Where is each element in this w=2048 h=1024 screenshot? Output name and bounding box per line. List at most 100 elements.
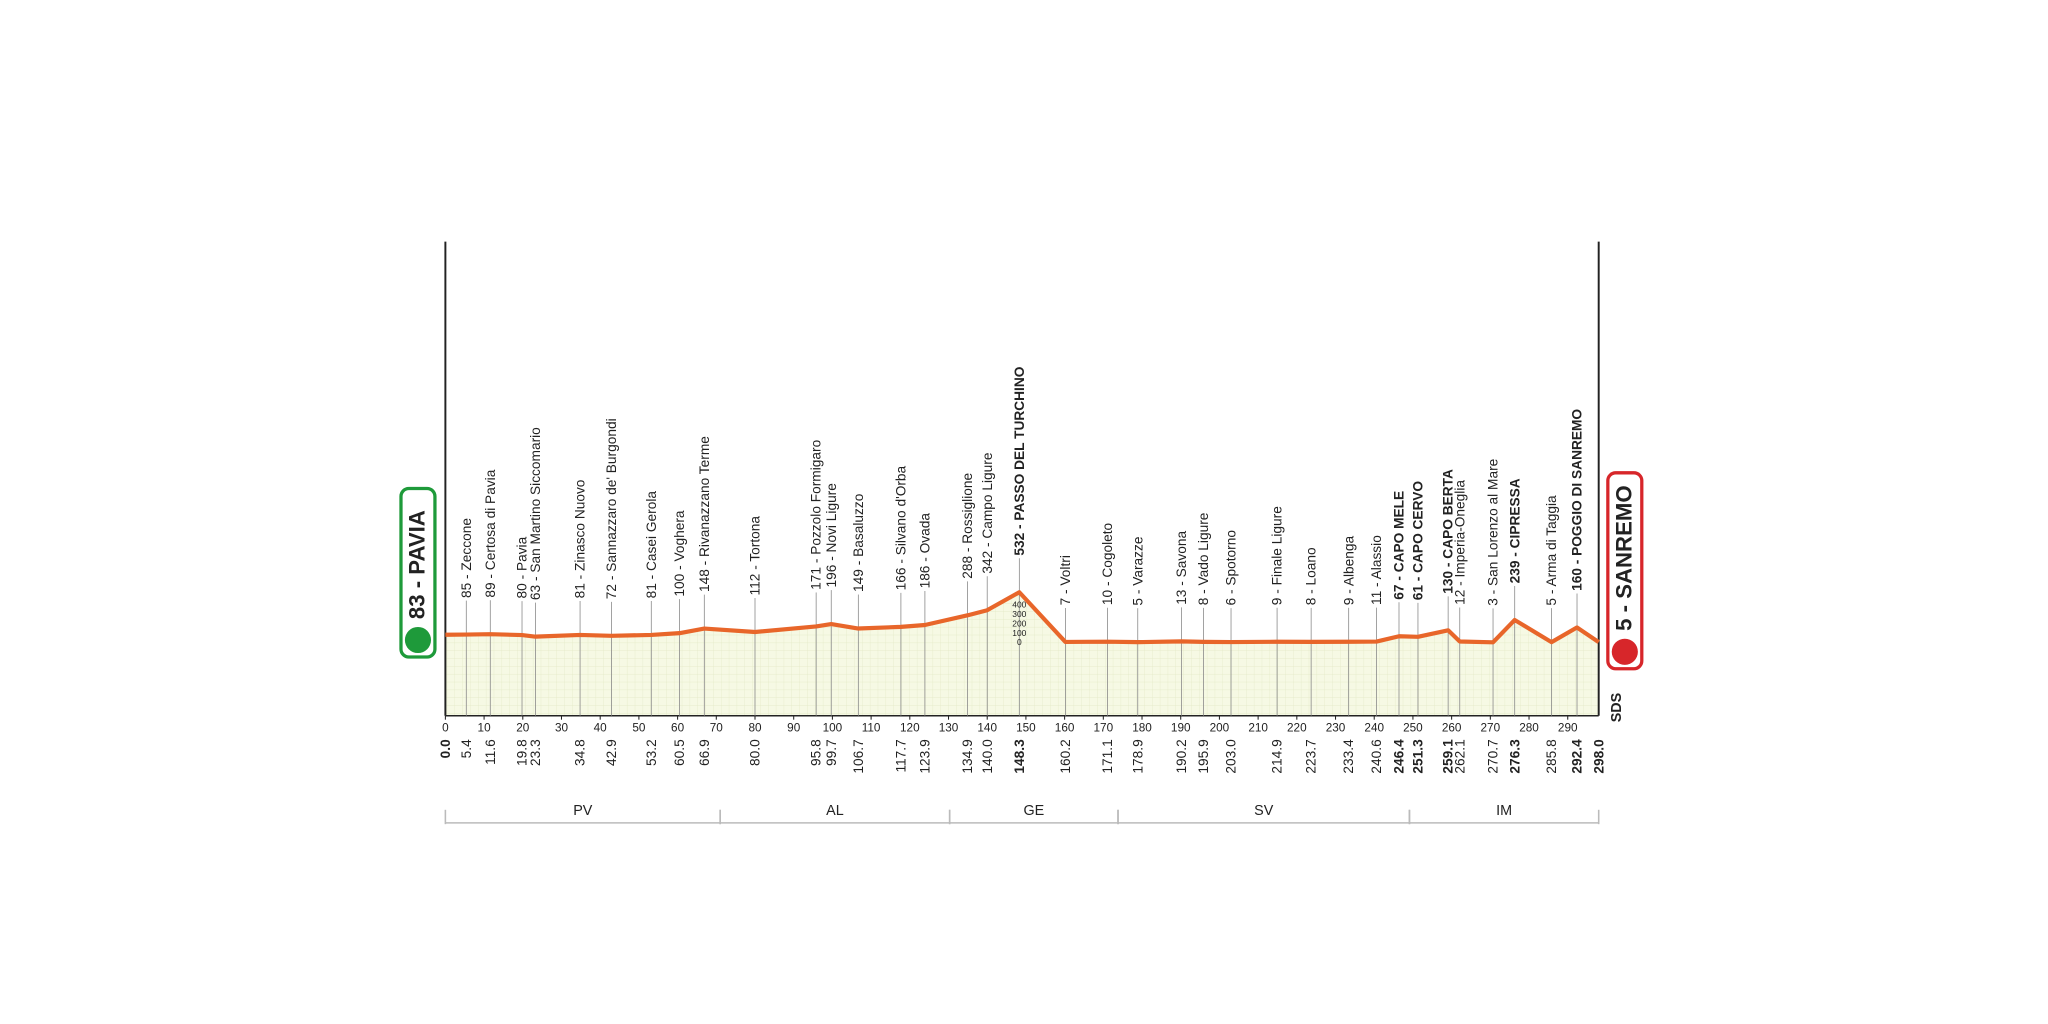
x-tick-label: 40 — [594, 721, 608, 734]
waypoint-label: 61 - CAPO CERVO — [1411, 481, 1426, 601]
km-label: 66.9 — [697, 739, 712, 766]
x-tick-label: 260 — [1442, 721, 1462, 734]
waypoint-label: 12 - Imperia-Oneglia — [1452, 480, 1467, 605]
waypoint-label: 166 - Silvano d'Orba — [893, 465, 908, 590]
waypoint-label: 5 - Arma di Taggia — [1544, 495, 1559, 606]
waypoint-label: 112 - Tortona — [748, 516, 763, 596]
km-label: 5.4 — [459, 739, 474, 758]
km-label: 11.6 — [483, 739, 498, 765]
waypoint-label: 13 - Savona — [1174, 531, 1189, 605]
km-label: 134.9 — [960, 739, 975, 773]
km-label: 106.7 — [851, 739, 866, 773]
km-label: 23.3 — [528, 739, 543, 766]
km-label: 203.0 — [1224, 739, 1239, 774]
km-label: 298.0 — [1591, 739, 1606, 774]
x-tick-label: 70 — [710, 721, 724, 734]
x-tick-label: 10 — [478, 721, 492, 734]
waypoint-label: 6 - Spotorno — [1224, 530, 1239, 606]
waypoint-label: 186 - Ovada — [917, 513, 932, 589]
waypoint-label: 100 - Voghera — [672, 510, 687, 596]
x-tick-label: 190 — [1171, 721, 1191, 734]
x-tick-label: 150 — [1016, 721, 1036, 734]
km-label: 99.7 — [824, 739, 839, 766]
x-tick-label: 160 — [1055, 721, 1075, 734]
x-tick-label: 240 — [1364, 721, 1384, 734]
region-label: SV — [1254, 803, 1274, 819]
x-tick-label: 220 — [1287, 721, 1307, 734]
x-tick-label: 250 — [1403, 721, 1423, 734]
y-tick-label: 400 — [1012, 599, 1026, 609]
km-label: 140.0 — [980, 739, 995, 774]
km-label: 117.7 — [893, 739, 908, 772]
km-label: 214.9 — [1270, 739, 1285, 773]
waypoint-label: 81 - Zinasco Nuovo — [573, 479, 588, 598]
km-label: 246.4 — [1392, 739, 1407, 774]
km-label: 259.1 — [1441, 739, 1456, 774]
waypoint-label: 288 - Rossiglione — [960, 473, 975, 579]
waypoint-label: 342 - Campo Ligure — [980, 452, 995, 573]
profile-area — [445, 592, 1599, 716]
x-tick-label: 20 — [516, 721, 530, 734]
km-label: 190.2 — [1174, 739, 1189, 773]
waypoint-label: 81 - Casei Gerola — [644, 491, 659, 599]
x-tick-label: 30 — [555, 721, 569, 734]
y-tick-label: 200 — [1012, 618, 1026, 628]
x-tick-label: 170 — [1094, 721, 1114, 734]
waypoint-label: 130 - CAPO BERTA — [1441, 469, 1456, 594]
km-label: 195.9 — [1196, 739, 1211, 773]
region-label: GE — [1023, 803, 1044, 819]
x-tick-label: 180 — [1132, 721, 1152, 734]
y-tick-label: 100 — [1012, 628, 1026, 638]
start-icon — [404, 626, 432, 654]
waypoint-label: 89 - Certosa di Pavia — [483, 469, 498, 597]
waypoint-label: 67 - CAPO MELE — [1392, 491, 1407, 600]
km-label: 285.8 — [1544, 739, 1559, 774]
start-box — [399, 486, 437, 659]
x-tick-label: 110 — [862, 721, 881, 734]
km-label: 0.0 — [438, 739, 453, 758]
km-label: 42.9 — [604, 739, 619, 766]
waypoint-label: 5 - Varazze — [1130, 536, 1145, 605]
km-label: 171.1 — [1100, 739, 1115, 773]
km-label: 123.9 — [917, 739, 932, 773]
km-label: 178.9 — [1130, 739, 1145, 773]
km-label: 19.8 — [515, 739, 530, 766]
km-label: 223.7 — [1304, 739, 1319, 773]
x-tick-label: 280 — [1519, 721, 1539, 734]
profile-line — [445, 590, 1600, 645]
x-tick-label: 60 — [671, 721, 685, 734]
waypoint-label: 11 - Alassio — [1369, 535, 1384, 605]
waypoint-label: 10 - Cogoleto — [1100, 522, 1115, 605]
km-label: 80.0 — [748, 739, 763, 766]
km-label: 276.3 — [1507, 739, 1522, 774]
x-tick-label: 230 — [1326, 721, 1346, 734]
km-label: 95.8 — [809, 739, 824, 766]
x-tick-label: 120 — [900, 721, 920, 734]
y-tick-label: 0 — [1017, 637, 1022, 647]
km-label: 233.4 — [1341, 739, 1356, 774]
km-label: 292.4 — [1570, 739, 1585, 774]
finish-box — [1606, 471, 1644, 671]
x-tick-label: 0 — [442, 721, 449, 734]
waypoint-label: 85 - Zeccone — [459, 518, 474, 598]
x-tick-label: 100 — [823, 721, 843, 734]
waypoint-label: 80 - Pavia — [515, 536, 530, 598]
x-tick-label: 80 — [748, 721, 762, 734]
region-label: AL — [826, 803, 844, 819]
waypoint-label: 7 - Voltri — [1058, 555, 1073, 605]
x-tick-label: 200 — [1210, 721, 1230, 734]
waypoint-label: 532 - PASSO DEL TURCHINO — [1012, 366, 1027, 555]
waypoint-label: 171 - Pozzolo Formigaro — [809, 439, 824, 589]
waypoint-label: 9 - Albenga — [1341, 535, 1356, 605]
x-tick-label: 90 — [787, 721, 801, 734]
waypoint-label: 3 - San Lorenzo al Mare — [1486, 458, 1501, 605]
x-tick-label: 140 — [977, 721, 997, 734]
km-label: 60.5 — [672, 739, 687, 766]
region-label: PV — [573, 803, 593, 819]
x-tick-label: 270 — [1481, 721, 1501, 734]
finish-label: 5 - SANREMO — [1611, 485, 1636, 630]
km-label: 160.2 — [1058, 739, 1073, 773]
km-label: 34.8 — [573, 739, 588, 766]
